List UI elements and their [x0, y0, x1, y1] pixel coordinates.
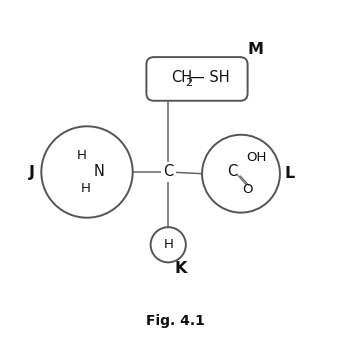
Text: N: N	[93, 164, 104, 180]
Text: O: O	[242, 183, 252, 196]
Text: CH: CH	[172, 70, 193, 85]
Text: — SH: — SH	[190, 71, 230, 85]
Text: C: C	[228, 164, 238, 180]
Circle shape	[202, 135, 280, 213]
Text: K: K	[175, 261, 187, 276]
Text: 2: 2	[185, 78, 192, 88]
Text: H: H	[77, 149, 87, 162]
FancyBboxPatch shape	[146, 57, 247, 101]
Text: OH: OH	[246, 151, 266, 164]
Text: M: M	[247, 42, 264, 57]
Text: H: H	[80, 182, 90, 195]
Circle shape	[41, 126, 133, 218]
Text: J: J	[29, 164, 35, 180]
Text: H: H	[163, 238, 173, 251]
Text: L: L	[284, 166, 294, 181]
Text: Fig. 4.1: Fig. 4.1	[146, 314, 204, 328]
Circle shape	[150, 227, 186, 262]
Text: C: C	[163, 164, 173, 180]
